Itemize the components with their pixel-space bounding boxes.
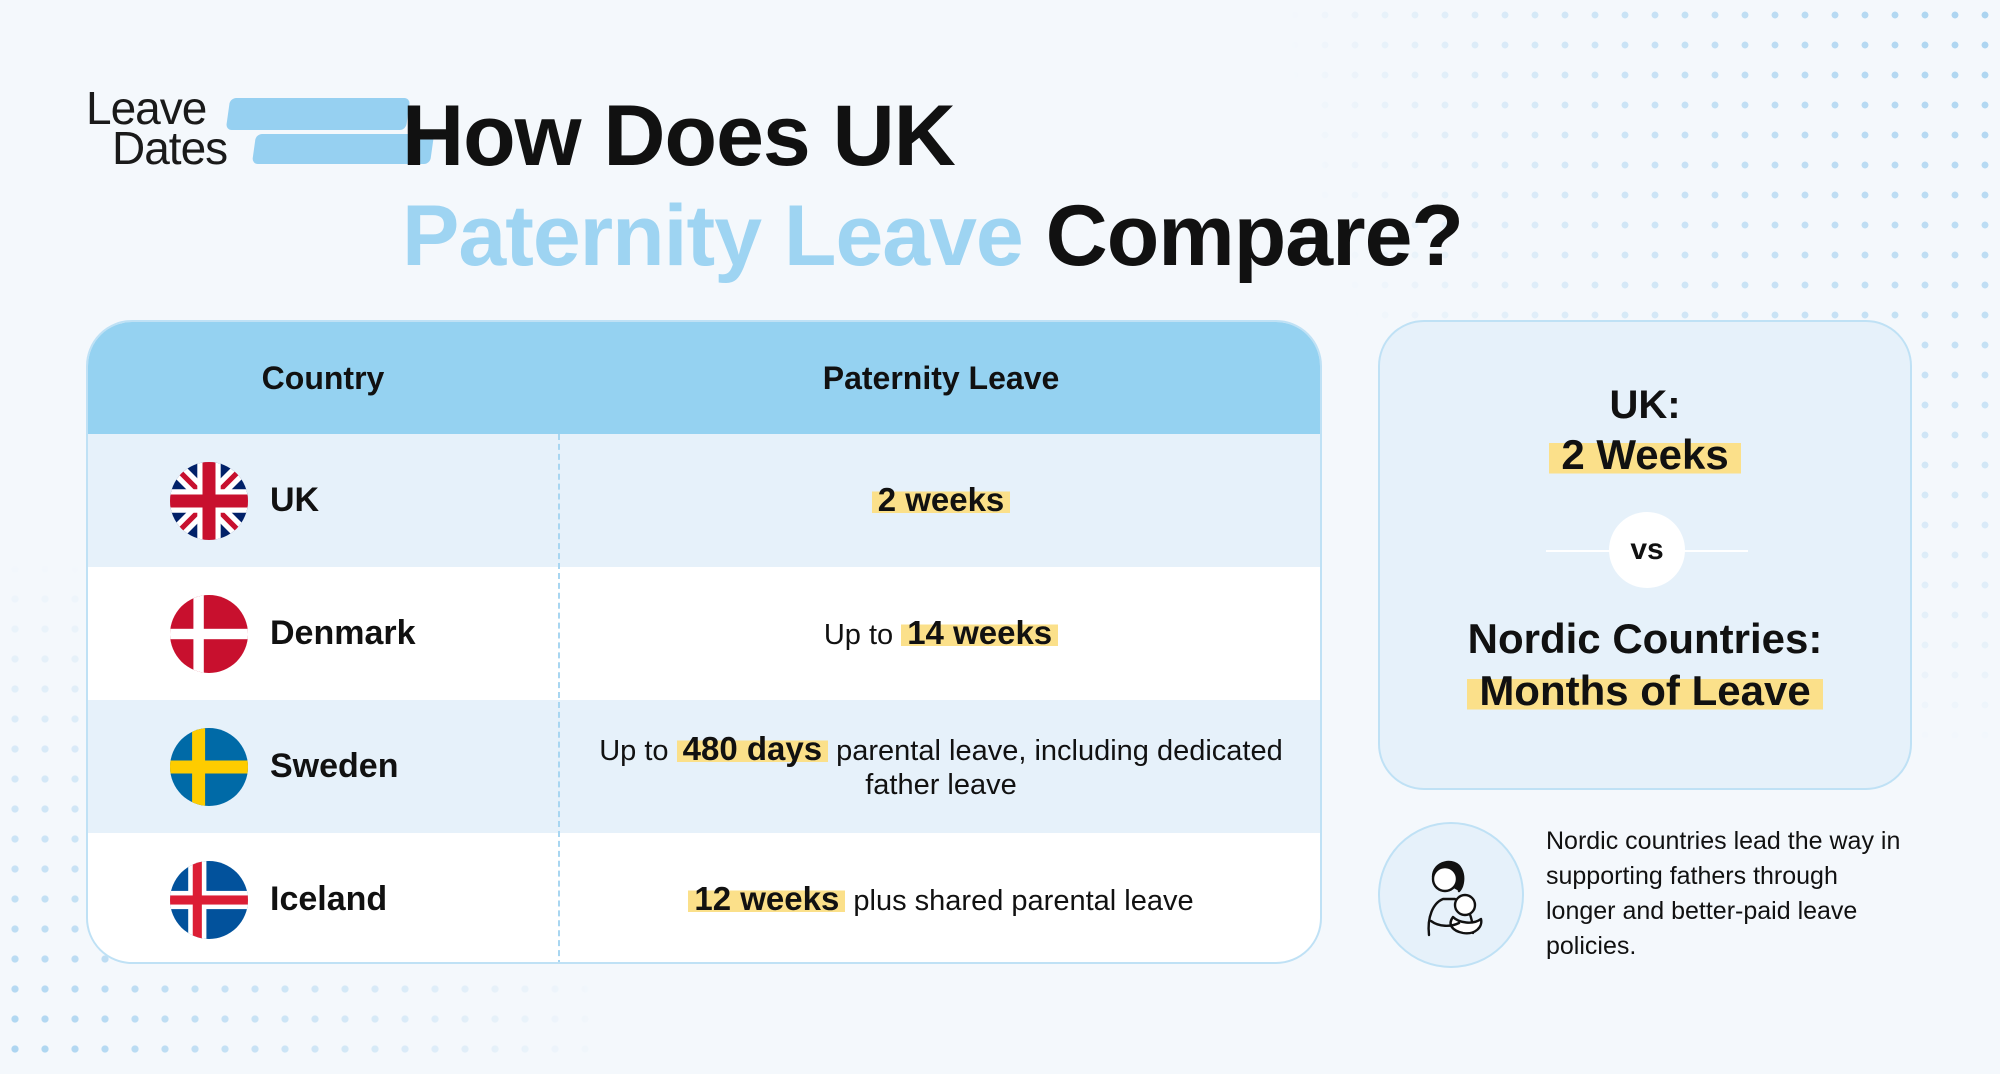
leave-highlight: 2 weeks [871, 480, 1011, 518]
column-header-paternity-leave: Paternity Leave [822, 359, 1060, 396]
leave-prefix: Up to [823, 618, 894, 651]
country-name: Denmark [270, 614, 416, 652]
title-line-2: Paternity Leave Compare? [402, 186, 1464, 286]
logo-line-1: Leave [86, 82, 207, 134]
leave-prefix: Up to [599, 734, 669, 767]
country-cell: Denmark [170, 567, 416, 700]
parent-with-baby-icon [1378, 822, 1524, 968]
leave-cell: 2 weeks [558, 434, 1320, 567]
logo: Leave Dates [86, 82, 435, 176]
title-line-1: How Does UK [402, 88, 956, 184]
uk-label: UK: [1609, 383, 1681, 427]
denmark-flag-icon [170, 594, 248, 673]
vs-badge: vs [1609, 512, 1685, 588]
leave-highlight: 14 weeks [901, 613, 1059, 651]
nordic-value-highlight: Months of Leave [1467, 667, 1823, 714]
table-row: Denmark Up to 14 weeks [88, 567, 1320, 700]
note-text: Nordic countries lead the way in support… [1546, 827, 1901, 960]
divider-line [1680, 550, 1748, 552]
logo-bar [225, 98, 411, 130]
leave-cell: 12 weeks plus shared parental leave [558, 833, 1320, 962]
leave-highlight: 480 days [676, 729, 829, 767]
uk-value: 2 Weeks [1380, 430, 1910, 480]
nordic-value: Months of Leave [1380, 666, 1910, 716]
sweden-flag-icon [170, 727, 248, 806]
country-name: Sweden [270, 747, 399, 785]
table-header: Country Paternity Leave [88, 322, 1320, 434]
country-name: Iceland [270, 880, 388, 918]
comparison-table: Country Paternity Leave UK 2 weeks [86, 320, 1322, 964]
country-cell: Sweden [170, 700, 398, 833]
page-title: How Does UK Paternity Leave Compare? [402, 86, 1464, 286]
divider-line [1546, 550, 1614, 552]
leave-cell: Up to 480 days parental leave, including… [558, 700, 1320, 833]
leave-suffix: parental leave, including dedicated fath… [836, 734, 1283, 801]
column-header-country: Country [261, 359, 385, 396]
leave-cell: Up to 14 weeks [558, 567, 1320, 700]
country-cell: Iceland [170, 833, 388, 962]
iceland-flag-icon [170, 860, 248, 939]
nordic-label: Nordic Countries: [1467, 615, 1823, 662]
title-rest: Compare? [1045, 188, 1464, 284]
logo-line-2: Dates [112, 122, 228, 174]
column-divider [558, 434, 560, 962]
comparison-summary-card: UK: 2 Weeks vs Nordic Countries: Months … [1378, 320, 1912, 790]
uk-value-highlight: 2 Weeks [1549, 431, 1741, 478]
title-accent: Paternity Leave [402, 188, 1024, 284]
table-row: Iceland 12 weeks plus shared parental le… [88, 833, 1320, 962]
leave-highlight: 12 weeks [688, 879, 846, 917]
table-row: Sweden Up to 480 days parental leave, in… [88, 700, 1320, 833]
uk-flag-icon [170, 461, 248, 540]
leave-suffix: plus shared parental leave [853, 884, 1194, 917]
country-name: UK [270, 481, 320, 519]
country-cell: UK [170, 434, 319, 567]
table-row: UK 2 weeks [88, 434, 1320, 567]
